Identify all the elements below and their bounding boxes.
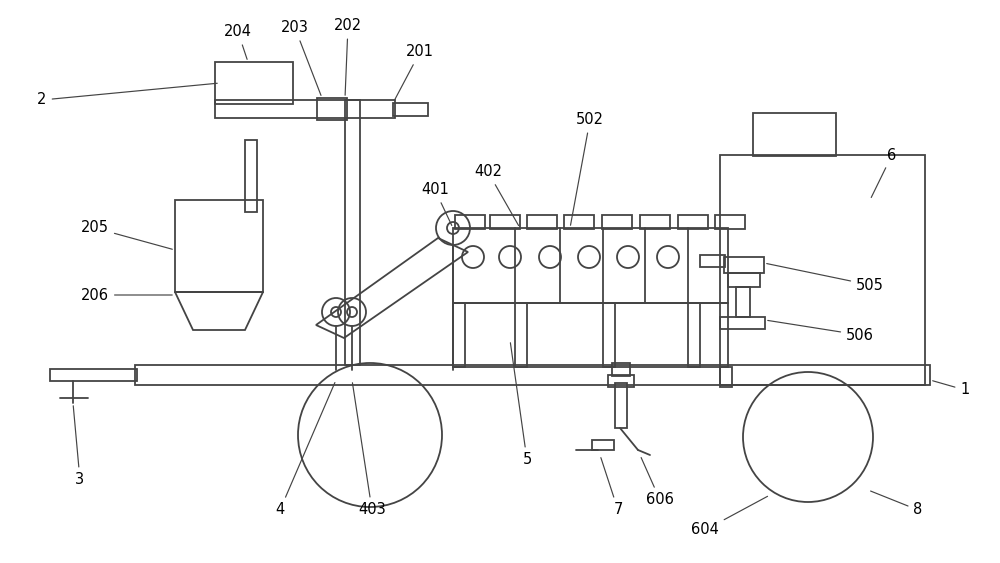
Bar <box>175 200 263 292</box>
Bar <box>715 215 745 229</box>
Bar <box>50 369 137 381</box>
Bar <box>720 317 765 329</box>
Bar <box>720 367 732 387</box>
Bar <box>615 383 627 428</box>
Text: 205: 205 <box>81 221 172 249</box>
Text: 502: 502 <box>571 113 604 225</box>
Text: 204: 204 <box>224 25 252 59</box>
Text: 505: 505 <box>767 263 884 293</box>
Text: 403: 403 <box>352 383 386 517</box>
Text: 7: 7 <box>601 458 623 517</box>
Text: 606: 606 <box>641 458 674 507</box>
Text: 3: 3 <box>73 406 85 488</box>
Bar <box>720 155 925 385</box>
Text: 402: 402 <box>474 164 519 226</box>
Bar <box>612 363 630 376</box>
Text: 6: 6 <box>871 148 897 198</box>
Bar <box>688 303 700 367</box>
Bar <box>453 303 728 367</box>
Bar <box>345 100 360 365</box>
Text: 5: 5 <box>510 343 532 467</box>
Bar <box>602 215 632 229</box>
Text: 201: 201 <box>394 44 434 101</box>
Bar <box>215 100 395 118</box>
Bar <box>245 140 257 212</box>
Bar <box>640 215 670 229</box>
Bar <box>603 303 615 367</box>
Text: 4: 4 <box>275 382 335 517</box>
Text: 506: 506 <box>768 320 874 342</box>
Bar <box>453 303 465 367</box>
Bar <box>753 113 836 156</box>
Bar <box>564 215 594 229</box>
Bar <box>728 273 760 287</box>
Bar <box>700 255 725 267</box>
Text: 202: 202 <box>334 19 362 95</box>
Bar <box>455 215 485 229</box>
Text: 2: 2 <box>37 83 217 108</box>
Text: 203: 203 <box>281 20 321 95</box>
Bar <box>736 287 750 317</box>
Bar <box>453 228 728 303</box>
Bar <box>592 440 614 450</box>
Bar <box>678 215 708 229</box>
Bar <box>490 215 520 229</box>
Text: 401: 401 <box>421 182 452 226</box>
Bar <box>317 98 347 120</box>
Bar <box>608 375 634 387</box>
Bar <box>527 215 557 229</box>
Text: 206: 206 <box>81 288 172 302</box>
Text: 8: 8 <box>871 491 923 517</box>
Text: 1: 1 <box>933 381 970 397</box>
Bar <box>724 257 764 273</box>
Bar <box>135 365 930 385</box>
Bar <box>393 103 428 116</box>
Bar <box>215 62 293 104</box>
Bar <box>515 303 527 367</box>
Text: 604: 604 <box>691 497 768 538</box>
